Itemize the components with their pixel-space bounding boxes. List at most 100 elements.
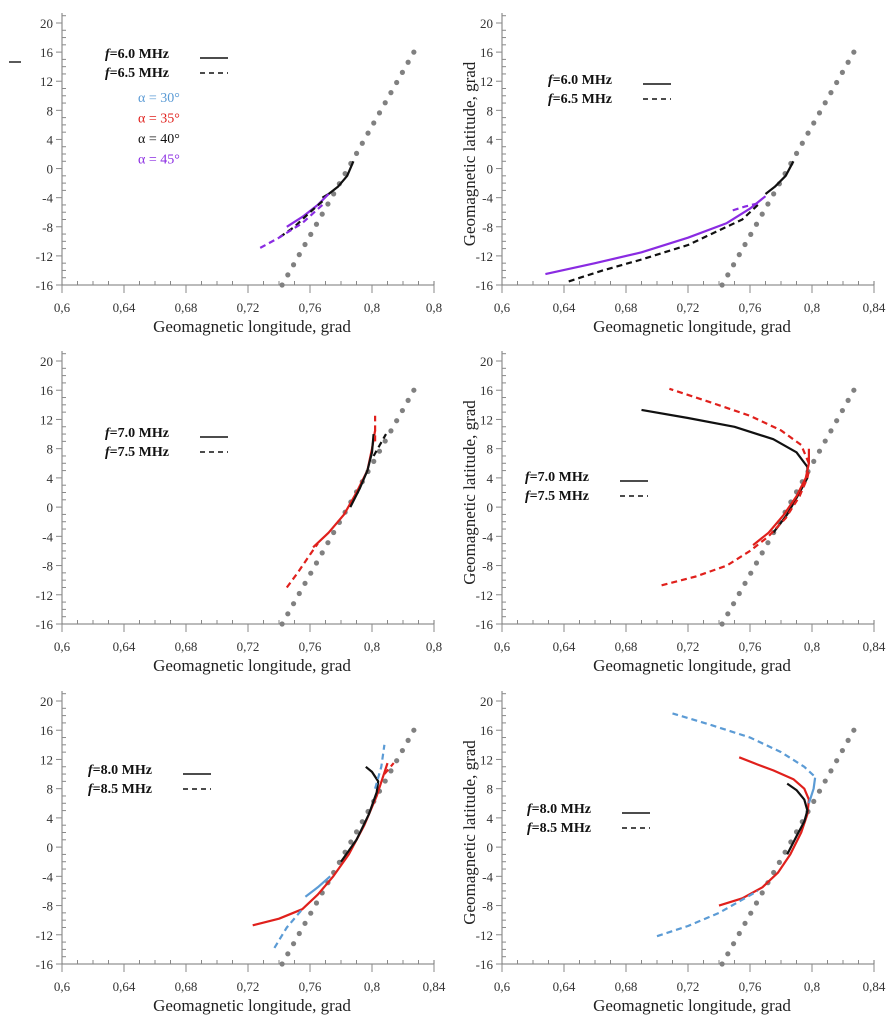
series-line-f7-5-35 [285, 542, 319, 589]
reference-dot [851, 727, 857, 733]
x-tick-label: 0,68 [175, 300, 198, 315]
series-line-f6-5-45 [731, 202, 759, 212]
x-tick-label: 0,8 [804, 639, 820, 654]
series-line-f8-0-35 [252, 762, 389, 927]
y-tick-label: -4 [482, 191, 493, 206]
reference-dot [742, 920, 748, 926]
y-tick-label: -16 [476, 957, 494, 972]
y-tick-label: 0 [487, 500, 494, 515]
reference-dot [845, 397, 851, 403]
y-tick-label: -12 [36, 249, 53, 264]
x-tick-label: 0,84 [423, 979, 446, 994]
x-tick-label: 0,64 [113, 300, 136, 315]
x-tick-label: 0,64 [113, 979, 136, 994]
reference-dot [313, 221, 320, 227]
reference-dot [405, 397, 411, 403]
x-axis-title: Geomagnetic longitude, grad [593, 656, 791, 675]
x-tick-label: 0,76 [739, 300, 762, 315]
reference-dot [382, 438, 388, 444]
reference-dot [816, 448, 823, 454]
y-tick-label: 20 [480, 694, 493, 709]
x-tick-label: 0,68 [175, 979, 198, 994]
reference-dot [851, 49, 857, 55]
x-tick-label: 0,6 [494, 300, 511, 315]
legend: f=6.0 MHz f=6.5 MHz α = 30° α = 35° α = 40° α… [105, 47, 228, 168]
x-tick-label: 0,72 [237, 639, 260, 654]
x-tick-label: 0,6 [54, 979, 71, 994]
reference-dot [753, 900, 760, 906]
reference-dot [839, 747, 845, 754]
x-axis-title: Geomagnetic longitude, grad [153, 996, 351, 1015]
reference-dot [759, 211, 765, 217]
x-tick-label: 0,8 [804, 300, 820, 315]
x-tick-label: 0,68 [615, 300, 638, 315]
reference-dot [371, 120, 377, 126]
series-line-f8-5-30-top [672, 712, 815, 777]
y-tick-label: 12 [480, 74, 493, 89]
y-axis-title: Geomagnetic latitude, grad [460, 740, 479, 925]
reference-dot [388, 428, 394, 434]
reference-dot [308, 910, 314, 916]
series-line-f6-0-45 [286, 193, 330, 228]
y-tick-label: -16 [476, 278, 494, 293]
chart-panel-bottom-right: 20 16 12 8 4 0 -4 -8 -12 -160,6 0,64 0,68 0,72 0,76 0,… [460, 691, 886, 1015]
reference-dot [834, 758, 840, 764]
series-line-f7-5-40 [372, 433, 387, 457]
reference-dot [290, 941, 297, 947]
series-line-f7-0-40 [641, 408, 809, 534]
x-tick-label: 0,72 [677, 639, 700, 654]
reference-dot [828, 90, 834, 96]
x-tick-label: 0,84 [863, 300, 886, 315]
reference-dot [302, 580, 308, 586]
reference-dot [399, 747, 405, 754]
reference-dot [394, 79, 400, 86]
reference-dot [793, 150, 800, 156]
reference-dot [319, 550, 325, 556]
reference-dot [828, 768, 834, 774]
reference-dot [405, 737, 411, 743]
legend-freq-label: f=6.0 MHz [105, 47, 169, 62]
reference-dot [736, 590, 742, 597]
reference-dot [799, 140, 805, 146]
y-tick-label: -8 [42, 899, 53, 914]
legend: f=8.0 MHz f=8.5 MHz [527, 802, 650, 836]
reference-dot [816, 110, 823, 116]
series-line-f8-5-30-top [374, 744, 386, 789]
chart-panel-bottom-left: 20 16 12 8 4 0 -4 -8 -12 -160,6 0,64 0,68 0,72 0,76 0,… [36, 691, 446, 1015]
y-tick-label: 0 [487, 162, 494, 177]
reference-dot [742, 580, 748, 586]
reference-dot [771, 869, 777, 876]
series-line-f7-0-35 [312, 430, 377, 549]
legend-freq-label: f=8.0 MHz [527, 802, 591, 817]
reference-dot [319, 211, 325, 217]
y-tick-label: -16 [36, 617, 54, 632]
y-tick-label: 16 [40, 383, 54, 398]
legend-freq-label: f=8.5 MHz [88, 782, 152, 797]
reference-dot [411, 49, 417, 55]
reference-dot [411, 387, 417, 393]
x-tick-label: 0,8 [426, 639, 442, 654]
reference-dot [730, 941, 737, 947]
reference-dot [279, 282, 285, 288]
y-tick-label: -4 [42, 869, 53, 884]
legend-freq-label: f=8.5 MHz [527, 821, 591, 836]
reference-dot [325, 201, 331, 207]
x-axis-title: Geomagnetic longitude, grad [593, 996, 791, 1015]
y-tick-label: 0 [47, 162, 54, 177]
chart-panel-middle-left: 20 16 12 8 4 0 -4 -8 -12 -160,6 0,64 0,68 0,72 0,76 0,… [36, 351, 442, 675]
reference-dot [822, 100, 828, 106]
x-tick-label: 0,72 [237, 979, 260, 994]
series-line-f6-5-40 [568, 204, 759, 283]
series-line-f7-0-40 [349, 434, 375, 508]
reference-dot [816, 788, 823, 794]
y-tick-label: -4 [482, 529, 493, 544]
y-tick-label: 16 [480, 383, 494, 398]
reference-dot [742, 241, 748, 248]
reference-dot [285, 951, 291, 957]
y-tick-label: -16 [36, 957, 54, 972]
reference-dot [725, 611, 731, 617]
y-tick-label: -4 [42, 529, 53, 544]
x-tick-label: 0,68 [615, 639, 638, 654]
y-tick-label: -12 [36, 588, 53, 603]
